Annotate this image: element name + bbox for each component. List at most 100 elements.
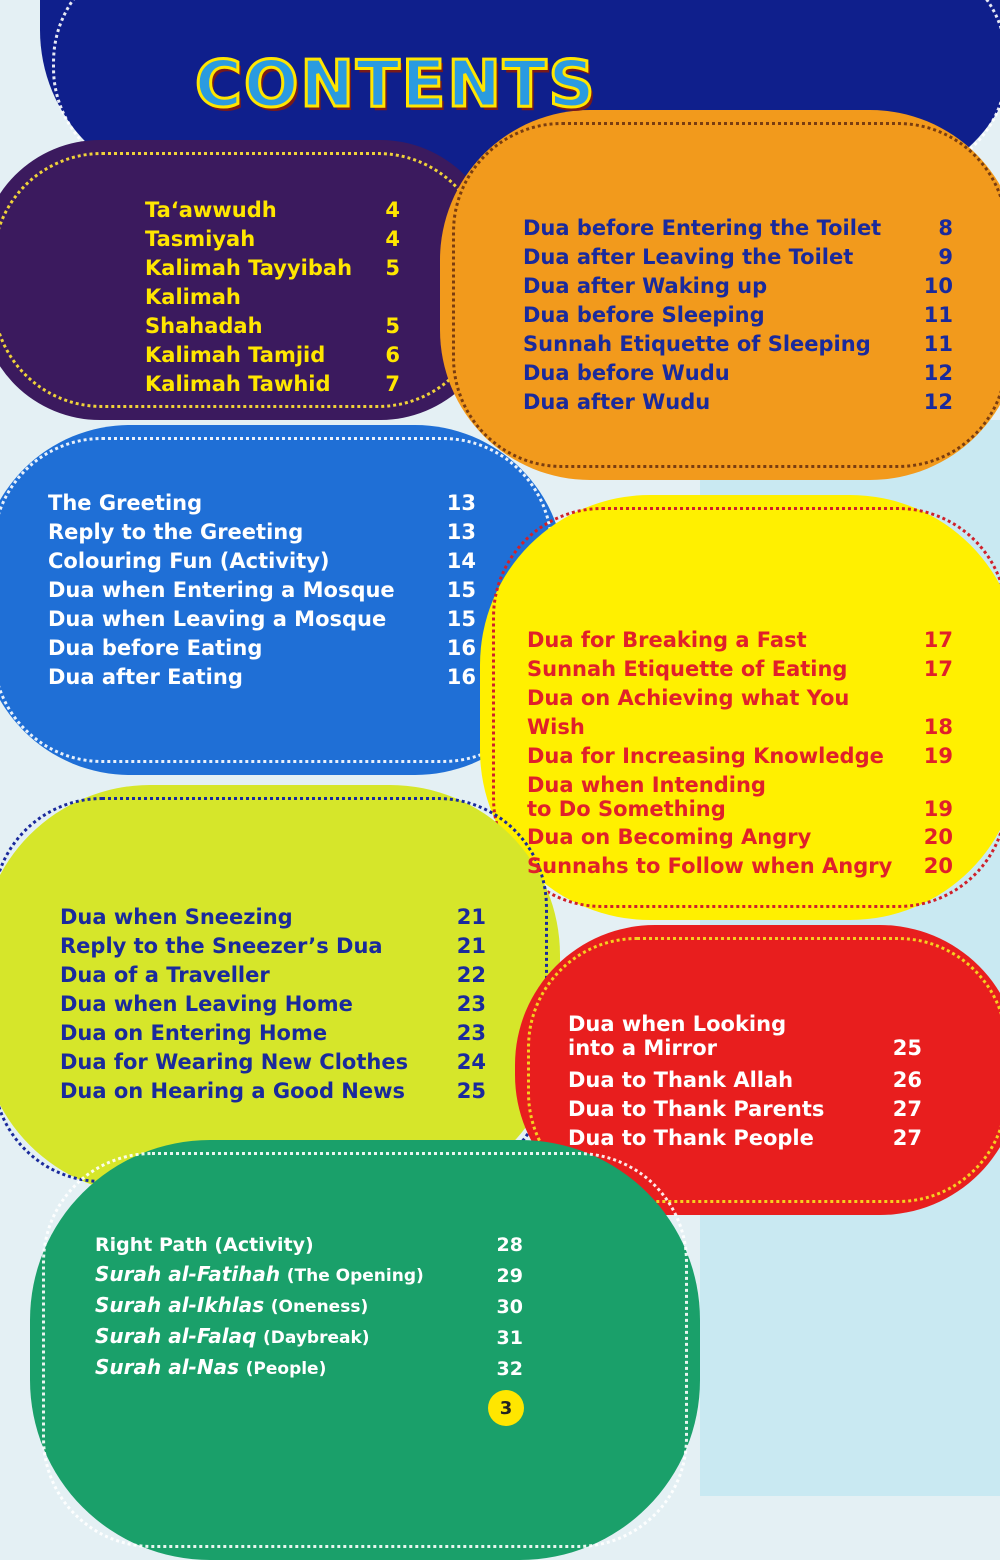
toc-entry[interactable]: Reply to the Greeting 13	[48, 518, 476, 547]
toc-entry-page: 20	[923, 854, 953, 878]
toc-entry[interactable]: Dua before Eating 16	[48, 634, 476, 663]
toc-entry[interactable]: Surah al-Ikhlas (Oneness) 30	[95, 1291, 523, 1322]
toc-entry-page: 13	[446, 491, 476, 515]
toc-entry[interactable]: Sunnahs to Follow when Angry 20	[527, 852, 953, 881]
toc-entry-title: Colouring Fun (Activity)	[48, 549, 330, 573]
toc-entry[interactable]: Dua to Thank People 27	[568, 1124, 922, 1153]
toc-entry[interactable]: The Greeting 13	[48, 489, 476, 518]
toc-entry[interactable]: Dua when Entering a Mosque 15	[48, 576, 476, 605]
toc-entry-title: Dua when Entering a Mosque	[48, 578, 395, 602]
toc-entry[interactable]: Dua when Looking into a Mirror 25	[568, 1012, 922, 1060]
toc-entry-title: Dua when Leaving a Mosque	[48, 607, 387, 631]
toc-entry-title: Dua when Sneezing	[60, 905, 293, 929]
toc-entry[interactable]: Dua before Entering the Toilet 8	[523, 214, 953, 243]
toc-entry-title: Dua after Leaving the Toilet	[523, 245, 854, 269]
toc-entry[interactable]: Dua before Sleeping 11	[523, 301, 953, 330]
toc-entry[interactable]: Reply to the Sneezer’s Dua 21	[60, 932, 486, 961]
toc-entry-page: 18	[923, 715, 953, 739]
cloud-orange	[440, 110, 1000, 480]
toc-entry[interactable]: Kalimah Tawhid 7	[145, 370, 400, 399]
entry-text: Right Path (Activity)	[95, 1234, 314, 1256]
toc-entry[interactable]: Kalimah Tayyibah 5	[145, 254, 400, 283]
toc-section: Right Path (Activity) 28 Surah al-Fatihah …	[95, 1231, 523, 1384]
toc-entry-page: 19	[923, 744, 953, 768]
toc-entry-page: 25	[456, 1079, 486, 1103]
toc-entry[interactable]: Sunnah Etiquette of Eating 17	[527, 655, 953, 684]
toc-entry-page: 11	[923, 303, 953, 327]
toc-entry-page: 10	[923, 274, 953, 298]
toc-entry-title: Dua before Entering the Toilet	[523, 216, 882, 240]
toc-entry-title: Dua on Entering Home	[60, 1021, 328, 1045]
toc-entry[interactable]: Tasmiyah 4	[145, 225, 400, 254]
toc-entry-title: Dua after Waking up	[523, 274, 768, 298]
toc-entry-page: 11	[923, 332, 953, 356]
toc-entry[interactable]: Dua to Thank Parents 27	[568, 1095, 922, 1124]
toc-entry[interactable]: Dua on Achieving what You Wish 18	[527, 684, 953, 742]
entry-text: (Daybreak)	[263, 1328, 370, 1348]
toc-entry-title: Sunnah Etiquette of Eating	[527, 657, 848, 681]
toc-entry[interactable]: Dua on Becoming Angry 20	[527, 823, 953, 852]
toc-entry[interactable]: Colouring Fun (Activity) 14	[48, 547, 476, 576]
toc-entry-title: Reply to the Sneezer’s Dua	[60, 934, 383, 958]
toc-entry[interactable]: Dua before Wudu 12	[523, 359, 953, 388]
toc-entry-page: 15	[446, 607, 476, 631]
toc-section: Dua when Sneezing 21 Reply to the Sneezer’…	[60, 903, 486, 1106]
toc-entry[interactable]: Right Path (Activity) 28	[95, 1231, 523, 1260]
toc-entry-page: 17	[923, 657, 953, 681]
toc-entry-page: 23	[456, 992, 486, 1016]
toc-entry-title: Surah al-Nas (People)	[95, 1353, 326, 1384]
toc-entry[interactable]: Dua after Wudu 12	[523, 388, 953, 417]
toc-entry[interactable]: Dua when Intending to Do Something 19	[527, 773, 953, 821]
toc-entry[interactable]: Dua after Eating 16	[48, 663, 476, 692]
toc-entry-page: 29	[496, 1265, 523, 1287]
toc-entry-page: 27	[892, 1097, 922, 1121]
toc-entry-page: 30	[496, 1296, 523, 1318]
toc-entry[interactable]: Surah al-Nas (People) 32	[95, 1353, 523, 1384]
toc-entry-title: Dua for Wearing New Clothes	[60, 1050, 409, 1074]
toc-entry-title: Dua on Hearing a Good News	[60, 1079, 406, 1103]
toc-entry-title: Dua for Increasing Knowledge	[527, 744, 884, 768]
toc-entry-title: Dua before Sleeping	[523, 303, 765, 327]
toc-entry-page: 5	[385, 256, 400, 280]
toc-entry[interactable]: Dua when Leaving Home 23	[60, 990, 486, 1019]
toc-entry[interactable]: Dua after Waking up 10	[523, 272, 953, 301]
toc-entry[interactable]: Sunnah Etiquette of Sleeping 11	[523, 330, 953, 359]
toc-entry[interactable]: Dua for Increasing Knowledge 19	[527, 742, 953, 771]
toc-entry-page: 5	[385, 314, 400, 338]
toc-entry-page: 17	[923, 628, 953, 652]
toc-entry[interactable]: Surah al-Fatihah (The Opening) 29	[95, 1260, 523, 1291]
toc-entry[interactable]: Ta‘awwudh 4	[145, 196, 400, 225]
toc-entry-title: Surah al-Falaq (Daybreak)	[95, 1322, 370, 1353]
toc-entry-title: Dua when Looking into a Mirror	[568, 1012, 787, 1060]
toc-entry[interactable]: Dua when Leaving a Mosque 15	[48, 605, 476, 634]
toc-entry-page: 4	[385, 198, 400, 222]
toc-entry-page: 9	[938, 245, 953, 269]
toc-entry[interactable]: Dua of a Traveller 22	[60, 961, 486, 990]
toc-entry-page: 27	[892, 1126, 922, 1150]
toc-entry-page: 31	[496, 1327, 523, 1349]
toc-entry-title: Dua before Wudu	[523, 361, 730, 385]
toc-entry[interactable]: Dua after Leaving the Toilet 9	[523, 243, 953, 272]
toc-entry-page: 16	[446, 636, 476, 660]
toc-entry[interactable]: Kalimah Shahadah 5	[145, 283, 400, 341]
toc-entry-title: Right Path (Activity)	[95, 1231, 314, 1260]
toc-entry[interactable]: Dua when Sneezing 21	[60, 903, 486, 932]
toc-entry[interactable]: Dua for Breaking a Fast 17	[527, 626, 953, 655]
toc-entry[interactable]: Dua on Entering Home 23	[60, 1019, 486, 1048]
toc-entry-title: Dua on Achieving what You Wish	[527, 686, 850, 739]
surah-name: Surah al-Nas	[95, 1355, 239, 1379]
page-number: 3	[488, 1390, 524, 1426]
cloud-green	[30, 1140, 700, 1560]
toc-entry-title: Tasmiyah	[145, 227, 256, 251]
toc-entry[interactable]: Dua to Thank Allah 26	[568, 1066, 922, 1095]
toc-entry[interactable]: Surah al-Falaq (Daybreak) 31	[95, 1322, 523, 1353]
entry-text: (Oneness)	[270, 1297, 369, 1317]
surah-name: Surah al-Falaq	[95, 1324, 257, 1348]
toc-entry-title: Kalimah Shahadah	[145, 285, 263, 338]
toc-entry[interactable]: Dua on Hearing a Good News 25	[60, 1077, 486, 1106]
toc-entry-title: Dua to Thank Parents	[568, 1097, 825, 1121]
toc-entry[interactable]: Dua for Wearing New Clothes 24	[60, 1048, 486, 1077]
toc-entry[interactable]: Kalimah Tamjid 6	[145, 341, 400, 370]
toc-entry-title: Dua of a Traveller	[60, 963, 270, 987]
toc-entry-title: The Greeting	[48, 491, 203, 515]
